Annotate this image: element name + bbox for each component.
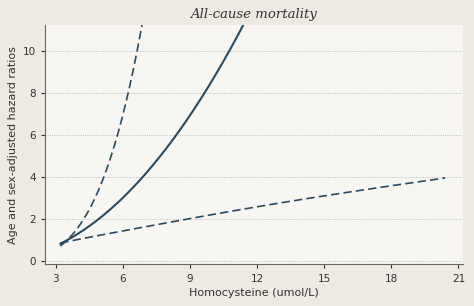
Y-axis label: Age and sex-adjusted hazard ratios: Age and sex-adjusted hazard ratios — [9, 46, 18, 244]
X-axis label: Homocysteine (umol/L): Homocysteine (umol/L) — [189, 288, 319, 298]
Title: All-cause mortality: All-cause mortality — [191, 8, 317, 21]
